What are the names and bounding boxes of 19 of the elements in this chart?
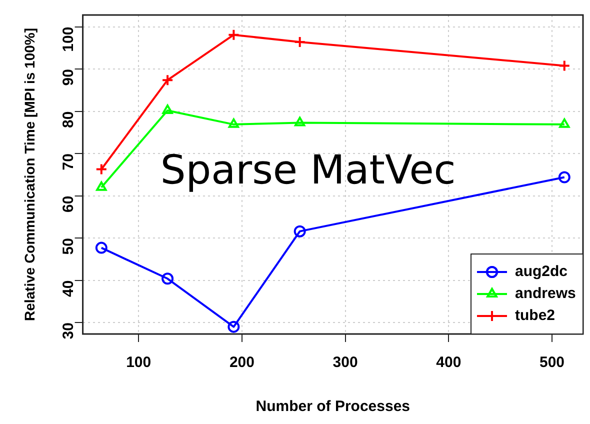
- legend-label: aug2dc: [515, 263, 568, 280]
- y-tick-label: 40: [60, 280, 77, 298]
- x-axis-title: Number of Processes: [256, 398, 410, 416]
- x-tick-label: 300: [332, 354, 358, 372]
- x-tick-label: 400: [436, 354, 462, 372]
- x-tick-label: 100: [126, 354, 152, 372]
- y-tick-label: 70: [60, 154, 77, 170]
- x-tick-label: 200: [229, 354, 254, 372]
- legend-label: andrews: [515, 285, 576, 302]
- x-tick-label: 500: [539, 354, 565, 372]
- y-tick-label: 30: [60, 322, 77, 340]
- annotation: Sparse MatVec: [160, 147, 456, 194]
- y-axis-title: Relative Communication Time [MPI is 100%]: [21, 28, 38, 322]
- y-tick-label: 100: [60, 26, 77, 52]
- y-tick-label: 80: [60, 111, 77, 128]
- y-tick-label: 90: [60, 69, 77, 86]
- y-tick-label: 60: [60, 196, 77, 213]
- legend-label: tube2: [515, 307, 556, 324]
- y-tick-label: 50: [60, 238, 77, 255]
